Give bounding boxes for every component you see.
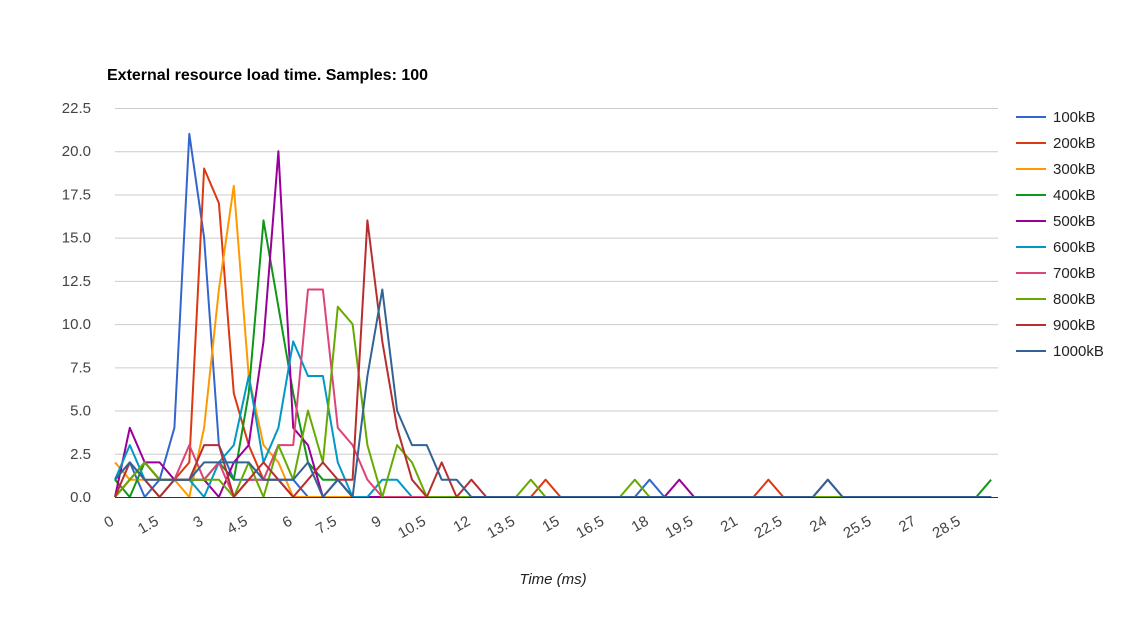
legend-label: 500kB [1053, 213, 1096, 230]
y-axis-ticks: 0.0 2.5 5.0 7.5 10.0 12.5 15.0 17.5 20.0 22.5 [62, 100, 91, 506]
x-tick-label: 10.5 [395, 513, 429, 542]
legend-label: 800kB [1053, 291, 1096, 308]
x-tick-label: 28.5 [930, 513, 964, 542]
x-tick-label: 15 [540, 513, 563, 536]
y-tick-label: 12.5 [62, 273, 91, 290]
x-tick-label: 22.5 [751, 513, 785, 542]
legend-label: 900kB [1053, 317, 1096, 334]
x-axis-label: Time (ms) [519, 571, 586, 588]
x-tick-label: 7.5 [313, 513, 340, 538]
x-tick-label: 4.5 [224, 513, 251, 538]
legend-label: 100kB [1053, 109, 1096, 126]
x-axis-ticks: 0 1.5 3 4.5 6 7.5 9 10.5 12 13.5 15 16.5 18 19.5 21 22.… [101, 513, 963, 542]
y-tick-label: 0.0 [70, 489, 91, 506]
y-tick-label: 15.0 [62, 230, 91, 247]
y-tick-label: 17.5 [62, 186, 91, 203]
series-line-500kB [114, 150, 992, 498]
legend: 100kB 200kB 300kB 400kB 500kB 600kB 700kB 800kB… [1016, 109, 1104, 360]
x-tick-label: 16.5 [573, 513, 607, 542]
x-tick-label: 19.5 [662, 513, 696, 542]
legend-label: 700kB [1053, 265, 1096, 282]
x-tick-label: 6 [279, 513, 295, 532]
x-tick-label: 13.5 [484, 513, 518, 542]
y-tick-label: 10.0 [62, 316, 91, 333]
x-tick-label: 3 [190, 513, 206, 532]
series-line-100kB [114, 132, 992, 498]
x-tick-label: 18 [629, 513, 652, 536]
x-tick-label: 24 [807, 513, 830, 536]
series-line-300kB [114, 184, 992, 498]
legend-label: 1000kB [1053, 343, 1104, 360]
series-lines [114, 132, 992, 498]
series-line-600kB [114, 340, 992, 498]
x-tick-label: 9 [369, 513, 385, 532]
x-tick-label: 12 [450, 513, 473, 536]
y-tick-label: 22.5 [62, 100, 91, 117]
legend-label: 200kB [1053, 135, 1096, 152]
x-tick-label: 25.5 [841, 513, 875, 542]
y-tick-label: 5.0 [70, 403, 91, 420]
x-tick-label: 0 [101, 513, 117, 532]
y-tick-label: 7.5 [70, 359, 91, 376]
legend-label: 600kB [1053, 239, 1096, 256]
legend-label: 400kB [1053, 187, 1096, 204]
x-tick-label: 21 [718, 513, 741, 536]
chart-title: External resource load time. Samples: 10… [107, 67, 428, 84]
x-tick-label: 27 [896, 513, 919, 536]
x-tick-label: 1.5 [135, 513, 162, 538]
legend-label: 300kB [1053, 161, 1096, 178]
y-tick-label: 20.0 [62, 143, 91, 160]
y-tick-label: 2.5 [70, 446, 91, 463]
